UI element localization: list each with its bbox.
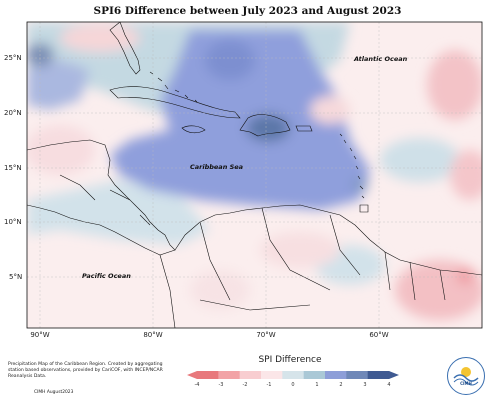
cuba-outline: [109, 86, 241, 119]
legend-swatch: [282, 371, 304, 379]
map-title: SPI6 Difference between July 2023 and Au…: [93, 5, 402, 17]
lat-label-10n: 10°N: [4, 218, 22, 226]
pacific-ocean-label: Pacific Ocean: [82, 272, 131, 280]
lon-label-70w: 70°W: [256, 331, 276, 339]
legend-arrow-left: [187, 371, 197, 379]
spi-zone-dark-blue-north: [205, 40, 255, 80]
coastlines: [27, 22, 482, 328]
legend-tick-label: 4: [387, 382, 390, 388]
legend-tick-label: -1: [267, 382, 272, 388]
country-borders: [59, 174, 446, 328]
legend-swatch: [303, 371, 326, 379]
spi-zone-pink-southeast-core: [457, 268, 473, 284]
lesser-antilles-outline: [339, 133, 365, 199]
atlantic-ocean-label: Atlantic Ocean: [354, 55, 408, 63]
puerto-rico-outline: [295, 125, 313, 132]
map-credits: Precipitation Map of the Caribbean Regio…: [8, 362, 163, 379]
legend-tick-label: 1: [315, 382, 318, 388]
spi-zone-pink-gulf: [27, 125, 95, 175]
lon-label-90w: 90°W: [30, 331, 50, 339]
lon-label-80w: 80°W: [143, 331, 163, 339]
spi-zone-steel-blue-islands: [352, 179, 368, 191]
hispaniola-outline: [239, 114, 291, 137]
legend-tick-label: -4: [195, 382, 200, 388]
legend-tick-label: 2: [339, 382, 342, 388]
spi-zone-pink-northeast: [427, 50, 482, 120]
lat-label-20n: 20°N: [4, 109, 22, 117]
spi-zone-pink-north: [60, 24, 140, 52]
spi-zone-pink-south: [395, 260, 482, 320]
spi-zone-light-blue-east: [380, 138, 460, 182]
jamaica-outline: [181, 125, 206, 134]
legend-tick-label: -3: [219, 382, 224, 388]
spi-zone-dark-blue-hispaniola: [246, 114, 290, 142]
trinidad-outline: [359, 204, 369, 213]
legend-swatch: [367, 371, 390, 379]
bahamas-outline: [149, 71, 198, 103]
caribbean-sea-label: Caribbean Sea: [190, 163, 244, 171]
legend-title: SPI Difference: [258, 355, 322, 365]
legend-swatch: [197, 371, 219, 379]
legend-swatch: [239, 371, 262, 379]
spi-zone-blue-west: [27, 60, 90, 110]
lon-label-60w: 60°W: [369, 331, 389, 339]
spi-color-legend: -4 -3 -2 -1 0 1 2 3 4: [187, 371, 399, 388]
cimh-logo-icon: [453, 367, 479, 386]
spi-zone-light-blue-southwest: [27, 180, 210, 245]
spi-zone-pink-colombia: [190, 270, 250, 310]
legend-tick-label: -2: [243, 382, 248, 388]
spi-zone-dark-blue-west: [27, 43, 54, 67]
lat-label-15n: 15°N: [4, 164, 22, 172]
cimh-logo-label: CIMH: [460, 381, 472, 386]
lat-label-25n: 25°N: [4, 54, 22, 62]
spi-zone-pink-east: [450, 150, 482, 200]
legend-swatch: [218, 371, 240, 379]
legend-swatch: [346, 371, 368, 379]
map-frame: [26, 21, 483, 329]
legend-swatch: [325, 371, 347, 379]
graticule: [27, 22, 482, 328]
copyright-note: CIMH August2023: [34, 390, 74, 395]
spi-zone-pink-caribbean: [310, 96, 350, 124]
central-america-outline: [27, 139, 176, 256]
legend-swatch: [261, 371, 283, 379]
south-america-outline: [174, 204, 482, 276]
cimh-logo: CIMH: [447, 357, 485, 395]
spi-zone-pink-venezuela: [260, 232, 340, 268]
lat-label-5n: 5°N: [9, 273, 23, 281]
florida-outline: [109, 22, 141, 75]
spi-zone-blue-central: [110, 30, 370, 210]
legend-tick-label: 3: [363, 382, 366, 388]
legend-tick-label: 0: [291, 382, 294, 388]
legend-arrow-right: [389, 371, 399, 379]
